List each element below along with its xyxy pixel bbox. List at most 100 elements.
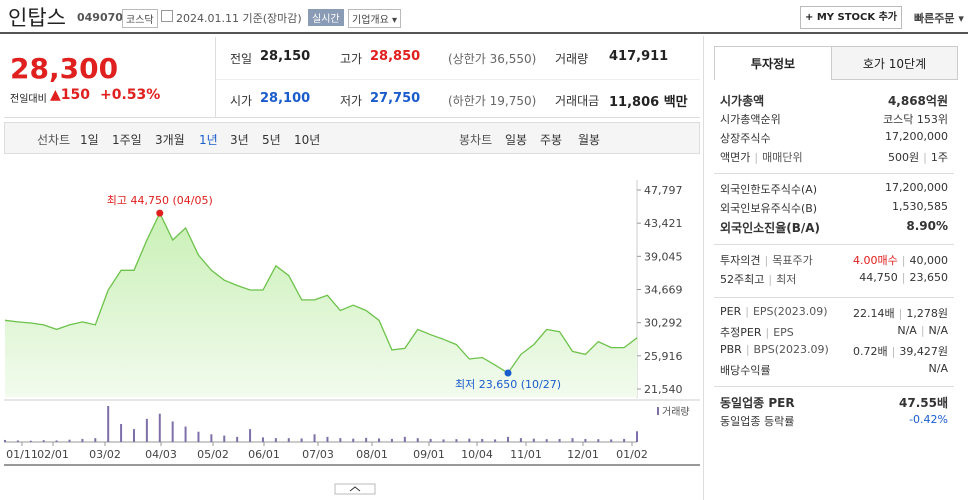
volume-bar [390,438,393,442]
value-part: 39,427원 [899,345,948,358]
period-tab[interactable]: 1주일 [112,133,142,147]
value-part: 17,200,000 [885,130,948,143]
high-marker [156,209,164,217]
chart-toolbar [4,122,700,154]
volume-bar [223,435,226,442]
volume-bar [584,438,587,442]
volume-bar [197,431,200,442]
candle-tab[interactable]: 주봉 [540,133,563,147]
change: ▲150 [50,87,90,103]
header-line [0,32,968,34]
row-value: 22.14배 | 1,278원 [853,305,948,321]
volume-bar [429,438,432,442]
section-divider [714,297,954,298]
change-rate: +0.53% [100,87,161,103]
change-label: 전일대비 [10,94,47,105]
row-label: 배당수익률 [720,364,771,377]
row-value: 17,200,000 [885,181,948,194]
value-part: 47.55배 [899,396,948,410]
invest-row: 액면가 | 매매단위 500원 | 1주 [720,149,948,165]
row-value: 4,868억원 [888,92,948,109]
volume-bar [403,436,406,442]
divider [215,37,216,117]
separator: | [920,324,925,337]
x-tick-label: 08/01 [356,448,388,461]
company-info[interactable]: 기업개요 ▾ [348,9,402,28]
mystock-label: MY STOCK 추가 [816,12,898,23]
value-part: 17,200,000 [885,181,948,194]
row-value: 17,200,000 [885,130,948,143]
value-part: 1,530,585 [892,200,948,213]
x-tick-label: 12/01 [567,448,599,461]
volume-bar [507,436,510,442]
separator: | [923,151,927,164]
row-value: N/A | N/A [897,324,948,337]
y-tick-label: 39,045 [644,250,683,263]
invest-tab[interactable]: 투자정보 [714,46,832,80]
summary-label: 전일 [230,52,253,66]
value-part: 4.00매수 [853,254,898,267]
volume-bar [571,438,574,442]
separator: | [898,307,903,320]
value-part: N/A [897,324,917,337]
value-part: 1,278원 [906,307,948,320]
volume-bar [249,429,252,442]
high-label: 최고 44,750 (04/05) [107,194,213,207]
summary-extra: (상한가 36,550) [448,52,537,66]
separator: | [901,254,906,267]
section-divider [714,244,954,245]
y-tick-label: 34,669 [644,283,683,296]
mystock-button[interactable]: + MY STOCK 추가 [800,6,902,29]
volume-bar [68,439,71,442]
candle-tab[interactable]: 일봉 [505,133,528,147]
volume-bar [4,439,6,442]
period-tab[interactable]: 1일 [80,133,99,147]
chart: 47,797 43,421 39,045 34,669 30,292 25,916 21,5… [4,180,700,495]
row-value: 500원 | 1주 [888,149,948,165]
row-value: -0.42% [909,413,948,426]
separator: | [754,151,759,164]
period-tab[interactable]: 5년 [262,133,281,147]
line-chart-label: 선차트 [37,133,71,147]
separator: | [745,343,750,356]
collapse-button[interactable] [334,483,376,495]
summary-label: 저가 [340,94,363,108]
summary-label: 고가 [340,52,363,66]
x-tick-label: 02/01 [37,448,69,461]
period-tab[interactable]: 3개월 [155,133,185,147]
invest-row: 동일업종 PER 47.55배 [720,394,948,411]
row-value: 8.90% [906,219,948,233]
summary-value: 417,911 [609,49,669,64]
volume-bar [365,437,368,442]
invest-row: PBR | BPS(2023.09) 0.72배 | 39,427원 [720,343,948,358]
row-label: BPS(2023.09) [753,343,829,356]
row-label: 액면가 [720,151,751,164]
realtime-badge[interactable]: 실시간 [308,9,344,26]
invest-tab[interactable]: 호가 10단계 [832,46,958,80]
row-value: 44,750 | 23,650 [859,271,948,284]
section-divider [714,173,954,174]
period-tab[interactable]: 10년 [294,133,321,147]
volume-bar [274,438,277,442]
invest-panel [703,36,968,500]
period-tab[interactable]: 1년 [199,133,218,147]
candle-tab[interactable]: 월봉 [578,133,601,147]
section-divider [714,386,954,387]
value-part: 23,650 [909,271,949,284]
row-label: 시가총액순위 [720,113,781,126]
volume-bar [145,418,148,442]
invest-row: 투자의견 | 목표주가 4.00매수 | 40,000 [720,252,948,268]
separator: | [764,254,769,267]
value-part: 40,000 [909,254,949,267]
volume-bar [55,440,58,442]
volume-label: 거래량 [662,406,690,418]
volume-bar [416,438,419,442]
volume-bar [352,438,355,442]
period-tab[interactable]: 3년 [230,133,249,147]
quick-order[interactable]: 빠른주문 ▾ [914,12,964,25]
company-info-label: 기업개요 [352,15,389,26]
invest-row: 시가총액순위 코스닥 153위 [720,111,948,127]
low-marker [504,369,512,377]
volume-bar [184,426,187,442]
invest-row: 외국인한도주식수(A) 17,200,000 [720,181,948,197]
